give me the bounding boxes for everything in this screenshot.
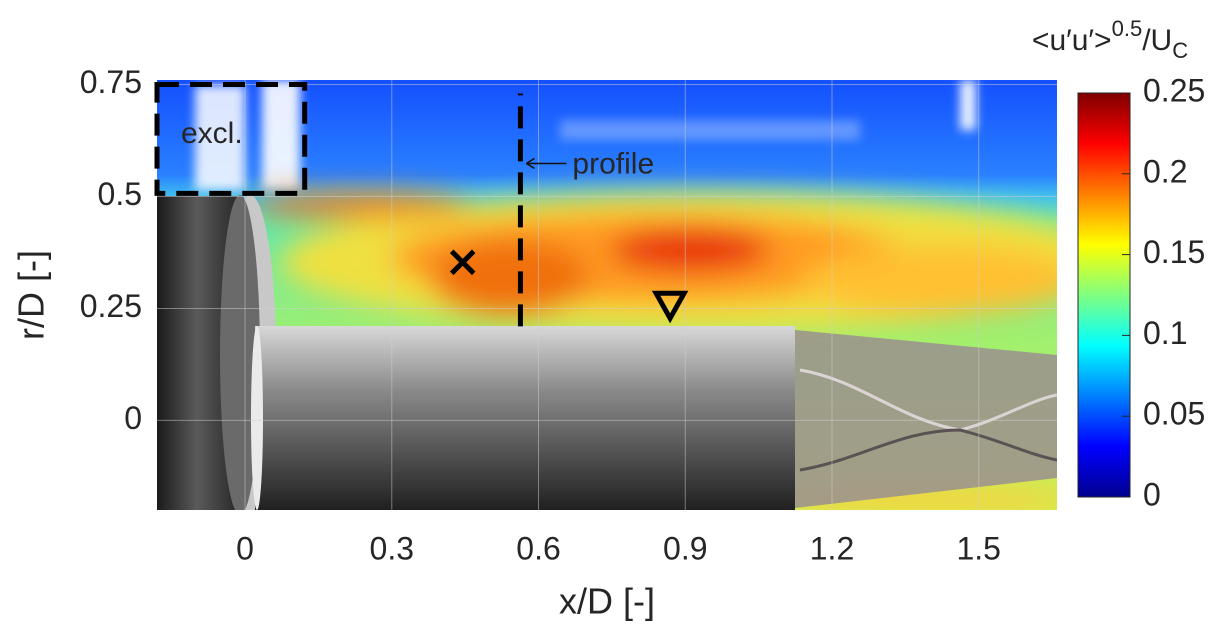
y-tick-label: 0.25	[80, 288, 142, 324]
x-axis-label: x/D [-]	[559, 581, 655, 622]
colorbar-label-base: <u′u′>	[1032, 24, 1112, 57]
colorbar-tick-label: 0.1	[1143, 315, 1187, 351]
x-tick-label: 1.5	[956, 530, 1000, 566]
y-tick-label: 0.5	[98, 176, 142, 212]
colorbar-tick-label: 0.25	[1143, 72, 1205, 108]
marker	[449, 249, 476, 276]
colorbar-tick-label: 0.2	[1143, 153, 1187, 189]
x-tick-label: 0.3	[370, 530, 414, 566]
y-axis-label: r/D [-]	[11, 250, 52, 340]
colorbar-label-mid: /U	[1142, 24, 1172, 57]
excluded-label: excl.	[181, 117, 243, 150]
x-tick-label: 0.6	[516, 530, 560, 566]
x-tick-label: 0	[236, 530, 254, 566]
x-tick-label: 1.2	[810, 530, 854, 566]
heatmap	[157, 80, 1057, 510]
colorbar	[1077, 92, 1131, 498]
y-tick-label: 0.75	[80, 64, 142, 100]
profile-label: profile	[572, 147, 654, 180]
marker	[651, 290, 689, 324]
colorbar-tick-label: 0	[1143, 476, 1161, 512]
y-tick-label: 0	[124, 400, 142, 436]
excluded-region	[154, 81, 308, 196]
colorbar-label-sub: C	[1172, 38, 1188, 63]
colorbar-tick-label: 0.15	[1143, 234, 1205, 270]
x-tick-label: 0.9	[663, 530, 707, 566]
profile-arrow	[526, 157, 567, 170]
colorbar-label-sup: 0.5	[1112, 16, 1143, 41]
colorbar-label: <u′u′>0.5/UC	[1032, 16, 1188, 63]
colorbar-tick-label: 0.05	[1143, 396, 1205, 432]
grid	[157, 80, 1057, 510]
